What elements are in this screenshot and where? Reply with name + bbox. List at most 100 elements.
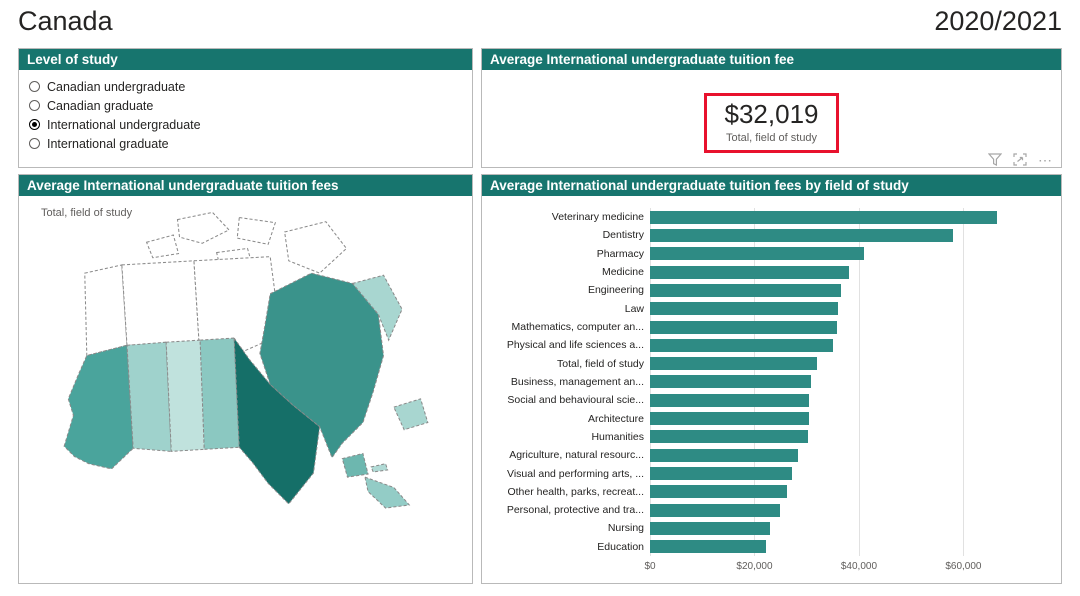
bar-row: Physical and life sciences a...: [492, 336, 1047, 354]
bar[interactable]: [650, 320, 837, 334]
kpi-value: $32,019: [724, 99, 819, 129]
radio-option-3[interactable]: International graduate: [29, 134, 462, 153]
map-region-arctic-island[interactable]: [145, 234, 180, 259]
bar-chart-rows: Veterinary medicine Dentistry Pharmacy Medi…: [492, 208, 1047, 556]
bar[interactable]: [650, 448, 798, 462]
bar-category-label: Personal, protective and tra...: [506, 504, 644, 517]
map-region-nunavut[interactable]: [193, 256, 282, 351]
radio-option-1[interactable]: Canadian graduate: [29, 96, 462, 115]
map-region-arctic-island[interactable]: [236, 216, 277, 245]
bar[interactable]: [650, 228, 953, 242]
bar-track: [650, 228, 1047, 242]
x-tick-label: $60,000: [945, 561, 982, 572]
bar-track: [650, 210, 1047, 224]
radio-option-label: International graduate: [47, 136, 169, 151]
bar[interactable]: [650, 357, 818, 371]
bar-category-label: Mathematics, computer an...: [511, 321, 644, 334]
funnel-icon[interactable]: [988, 153, 1002, 166]
bar-category-label: Dentistry: [602, 229, 644, 242]
radio-option-label: Canadian graduate: [47, 98, 154, 113]
map-region-manitoba[interactable]: [199, 337, 240, 450]
bar[interactable]: [650, 521, 771, 535]
map-region-ontario[interactable]: [233, 336, 321, 505]
bar[interactable]: [650, 265, 849, 279]
level-of-study-panel: Level of study Canadian undergraduate Can…: [18, 48, 473, 168]
bar-row: Total, field of study: [492, 355, 1047, 373]
bar[interactable]: [650, 485, 787, 499]
visual-header-icons: ⋯: [988, 151, 1053, 168]
bar[interactable]: [650, 393, 810, 407]
kpi-header: Average International undergraduate tuit…: [482, 49, 1061, 70]
map-region-british-columbia[interactable]: [63, 344, 134, 470]
bar[interactable]: [650, 467, 792, 481]
map-region-labrador[interactable]: [351, 274, 403, 342]
bar[interactable]: [650, 375, 811, 389]
map-region-new-brunswick[interactable]: [341, 452, 369, 478]
bar-category-label: Medicine: [601, 266, 644, 279]
bar-row: Architecture: [492, 409, 1047, 427]
bar-track: [650, 485, 1047, 499]
kpi-highlight-box: $32,019 Total, field of study: [703, 93, 840, 153]
map-region-saskatchewan[interactable]: [165, 339, 205, 452]
canada-map: [25, 209, 468, 565]
bar[interactable]: [650, 338, 833, 352]
bar-track: [650, 540, 1047, 554]
bar-category-label: Other health, parks, recreat...: [507, 485, 644, 498]
bar-category-label: Nursing: [607, 522, 644, 535]
bar[interactable]: [650, 283, 842, 297]
map-header: Average International undergraduate tuit…: [19, 175, 472, 196]
kpi-panel: Average International undergraduate tuit…: [481, 48, 1062, 168]
map-region-newfoundland[interactable]: [393, 398, 429, 431]
map-annotation: Total, field of study: [41, 207, 133, 219]
map-region-northwest-territories[interactable]: [121, 260, 200, 346]
radio-option-0[interactable]: Canadian undergraduate: [29, 77, 462, 96]
bar-track: [650, 393, 1047, 407]
map-region-alberta[interactable]: [126, 341, 172, 452]
map-region-prince-edward-island[interactable]: [370, 463, 389, 473]
bar-row: Mathematics, computer an...: [492, 318, 1047, 336]
bar-row: Engineering: [492, 281, 1047, 299]
radio-option-label: Canadian undergraduate: [47, 79, 186, 94]
level-of-study-header: Level of study: [19, 49, 472, 70]
bar[interactable]: [650, 412, 809, 426]
bar-category-label: Architecture: [587, 412, 644, 425]
radio-unselected-icon[interactable]: [29, 100, 40, 111]
bar-track: [650, 375, 1047, 389]
bar[interactable]: [650, 503, 781, 517]
bar[interactable]: [650, 210, 998, 224]
bar-category-label: Agriculture, natural resourc...: [509, 449, 644, 462]
bar[interactable]: [650, 247, 865, 261]
radio-unselected-icon[interactable]: [29, 138, 40, 149]
bar-track: [650, 503, 1047, 517]
bar-chart: Veterinary medicine Dentistry Pharmacy Medi…: [492, 208, 1047, 574]
x-axis: $0 $20,000 $40,000 $60,000: [644, 558, 1047, 574]
bar[interactable]: [650, 540, 767, 554]
focus-mode-icon[interactable]: [1013, 153, 1027, 166]
bar-category-label: Physical and life sciences a...: [506, 339, 644, 352]
more-options-icon[interactable]: ⋯: [1038, 151, 1053, 168]
bar-row: Dentistry: [492, 226, 1047, 244]
bar-category-label: Pharmacy: [596, 247, 644, 260]
bar-track: [650, 283, 1047, 297]
bar[interactable]: [650, 430, 808, 444]
bar-row: Business, management an...: [492, 373, 1047, 391]
map-region-baffin-island[interactable]: [284, 221, 348, 274]
radio-selected-icon[interactable]: [29, 119, 40, 130]
radio-option-label: International undergraduate: [47, 117, 201, 132]
bar-track: [650, 467, 1047, 481]
bar-track: [650, 338, 1047, 352]
map-region-arctic-island[interactable]: [176, 211, 230, 244]
x-tick-label: $0: [644, 561, 656, 572]
bar[interactable]: [650, 302, 839, 316]
map-region-nova-scotia[interactable]: [364, 476, 411, 509]
map-region-quebec[interactable]: [259, 272, 385, 459]
map-region-yukon[interactable]: [84, 264, 128, 357]
bar-row: Agriculture, natural resourc...: [492, 446, 1047, 464]
kpi-subtitle: Total, field of study: [725, 132, 818, 144]
radio-option-2[interactable]: International undergraduate: [29, 115, 462, 134]
x-tick-label: $20,000: [736, 561, 773, 572]
radio-unselected-icon[interactable]: [29, 81, 40, 92]
bar-track: [650, 521, 1047, 535]
bar-track: [650, 357, 1047, 371]
page-period: 2020/2021: [934, 6, 1062, 36]
